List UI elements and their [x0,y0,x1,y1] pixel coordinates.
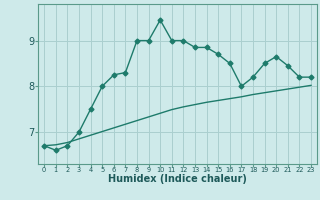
X-axis label: Humidex (Indice chaleur): Humidex (Indice chaleur) [108,174,247,184]
